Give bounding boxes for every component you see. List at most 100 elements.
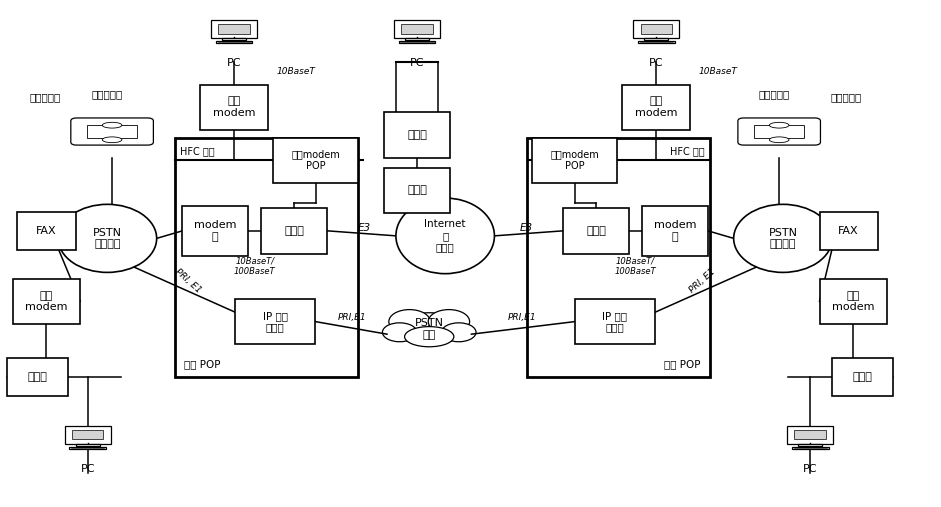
Text: E3: E3 (358, 223, 371, 233)
Text: PSTN
本地接人: PSTN 本地接人 (769, 228, 797, 249)
Text: 数据 POP: 数据 POP (663, 359, 700, 370)
Text: PRI,E1: PRI,E1 (508, 313, 536, 322)
Text: 数据 POP: 数据 POP (184, 359, 221, 370)
FancyBboxPatch shape (527, 137, 710, 377)
Text: 电缆
modem: 电缆 modem (213, 96, 255, 118)
FancyBboxPatch shape (200, 85, 268, 130)
FancyBboxPatch shape (215, 41, 252, 44)
Text: FAX: FAX (838, 226, 859, 236)
Text: PC: PC (80, 464, 95, 474)
Text: Internet
或
数据网: Internet 或 数据网 (424, 219, 466, 252)
Ellipse shape (428, 310, 470, 334)
FancyBboxPatch shape (183, 206, 248, 256)
FancyBboxPatch shape (406, 39, 429, 40)
FancyBboxPatch shape (222, 39, 246, 40)
FancyBboxPatch shape (401, 24, 433, 33)
Text: 电缆modem
POP: 电缆modem POP (550, 150, 599, 171)
FancyBboxPatch shape (384, 168, 450, 213)
FancyBboxPatch shape (564, 208, 630, 254)
FancyBboxPatch shape (820, 212, 878, 250)
Text: PC: PC (409, 58, 424, 68)
Text: 10BaseT/
100BaseT: 10BaseT/ 100BaseT (614, 257, 657, 276)
FancyBboxPatch shape (755, 125, 805, 138)
FancyBboxPatch shape (70, 447, 106, 449)
Ellipse shape (389, 310, 430, 334)
FancyBboxPatch shape (633, 20, 679, 38)
Text: PC: PC (227, 58, 241, 68)
Text: FAX: FAX (36, 226, 56, 236)
FancyBboxPatch shape (218, 24, 249, 33)
FancyBboxPatch shape (641, 24, 672, 33)
Text: PSTN
本地接人: PSTN 本地接人 (93, 228, 122, 249)
Text: 电缆modem
POP: 电缆modem POP (292, 150, 340, 171)
FancyBboxPatch shape (262, 208, 327, 254)
Text: 模拟电话机: 模拟电话机 (29, 92, 60, 102)
Text: PRI, E1: PRI, E1 (173, 267, 202, 295)
FancyBboxPatch shape (623, 85, 690, 130)
Text: 10BaseT: 10BaseT (698, 67, 738, 77)
Ellipse shape (770, 137, 789, 142)
FancyBboxPatch shape (638, 41, 675, 44)
Text: 10BaseT/
100BaseT: 10BaseT/ 100BaseT (234, 257, 276, 276)
FancyBboxPatch shape (17, 212, 75, 250)
Text: 路由器: 路由器 (284, 226, 304, 236)
FancyBboxPatch shape (575, 299, 655, 344)
FancyBboxPatch shape (394, 20, 439, 38)
FancyBboxPatch shape (175, 137, 358, 377)
Text: 路由器: 路由器 (586, 226, 606, 236)
FancyBboxPatch shape (788, 426, 833, 444)
Ellipse shape (58, 204, 156, 272)
FancyBboxPatch shape (72, 430, 104, 440)
Ellipse shape (734, 204, 832, 272)
Text: 10BaseT: 10BaseT (277, 67, 315, 77)
Text: 接号
modem: 接号 modem (832, 291, 874, 312)
Text: 电缆
modem: 电缆 modem (635, 96, 678, 118)
FancyBboxPatch shape (71, 118, 153, 145)
Ellipse shape (382, 323, 417, 342)
FancyBboxPatch shape (12, 279, 80, 324)
Ellipse shape (396, 198, 494, 274)
FancyBboxPatch shape (794, 430, 826, 440)
Text: PRI, E1: PRI, E1 (688, 267, 717, 295)
Text: HFC 网络: HFC 网络 (180, 146, 215, 156)
Text: PSTN
广域: PSTN 广域 (415, 318, 444, 340)
FancyBboxPatch shape (399, 41, 436, 44)
FancyBboxPatch shape (533, 137, 617, 183)
Ellipse shape (397, 313, 461, 346)
FancyBboxPatch shape (384, 113, 450, 158)
Text: E3: E3 (519, 223, 533, 233)
FancyBboxPatch shape (642, 206, 708, 256)
Text: HFC 网络: HFC 网络 (670, 146, 705, 156)
Text: PRI,E1: PRI,E1 (338, 313, 367, 322)
Text: IP 电话
服务器: IP 电话 服务器 (263, 311, 288, 333)
Text: 路由器: 路由器 (27, 372, 47, 382)
FancyBboxPatch shape (645, 39, 668, 40)
Ellipse shape (770, 122, 789, 128)
FancyBboxPatch shape (798, 444, 821, 446)
FancyBboxPatch shape (7, 358, 68, 396)
FancyBboxPatch shape (832, 358, 893, 396)
Ellipse shape (405, 327, 454, 347)
FancyBboxPatch shape (738, 118, 821, 145)
Text: 模拟电话机: 模拟电话机 (92, 90, 123, 100)
FancyBboxPatch shape (76, 444, 100, 446)
Ellipse shape (441, 323, 476, 342)
Text: 模拟电话机: 模拟电话机 (758, 90, 790, 100)
FancyBboxPatch shape (88, 125, 137, 138)
Ellipse shape (103, 137, 122, 142)
FancyBboxPatch shape (820, 279, 887, 324)
Text: IP 电话
服务器: IP 电话 服务器 (602, 311, 628, 333)
Text: PC: PC (649, 58, 663, 68)
Text: 路由器: 路由器 (407, 186, 427, 196)
FancyBboxPatch shape (791, 447, 828, 449)
Text: PC: PC (803, 464, 818, 474)
Text: 路由器: 路由器 (407, 130, 427, 140)
Text: modem
池: modem 池 (654, 220, 696, 242)
Ellipse shape (103, 122, 122, 128)
FancyBboxPatch shape (211, 20, 257, 38)
FancyBboxPatch shape (274, 137, 358, 183)
Text: 接号
modem: 接号 modem (25, 291, 68, 312)
Text: modem
池: modem 池 (194, 220, 236, 242)
FancyBboxPatch shape (65, 426, 111, 444)
Text: 模拟电话机: 模拟电话机 (831, 92, 862, 102)
